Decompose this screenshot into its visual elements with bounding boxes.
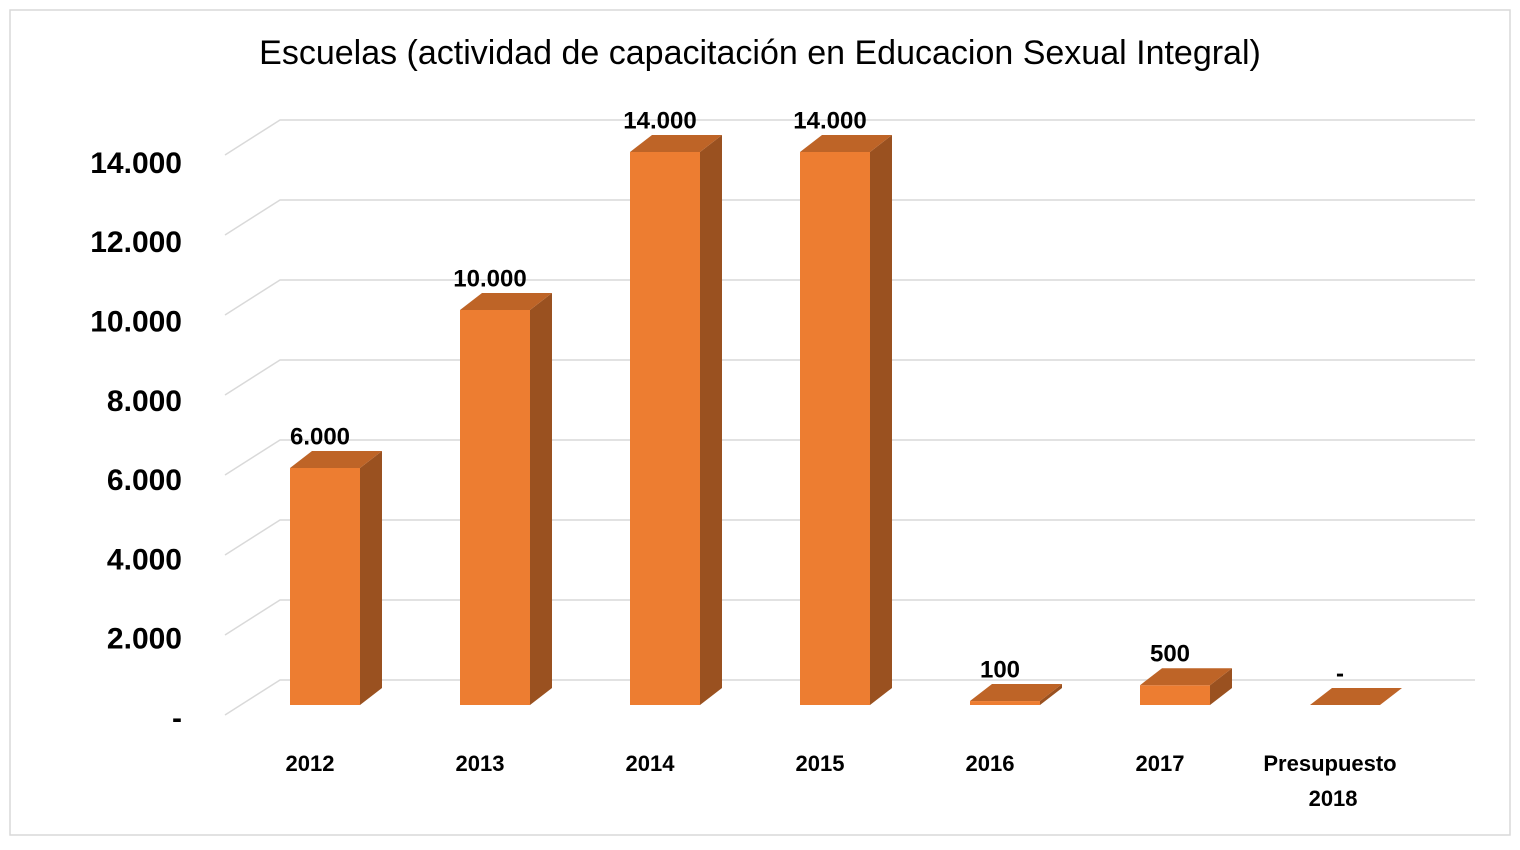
bar-side	[700, 135, 722, 705]
grid-line	[224, 599, 1475, 636]
bar-side	[360, 451, 382, 705]
bar-side	[870, 135, 892, 705]
bar-top	[1140, 668, 1232, 686]
value-label: 14.000	[623, 107, 696, 134]
bar-front	[460, 310, 530, 705]
x-tick-label: 2012	[286, 751, 335, 776]
bar-front	[290, 468, 360, 705]
x-tick-label: 2014	[626, 751, 676, 776]
x-tick-label: 2013	[456, 751, 505, 776]
bar-top	[290, 451, 382, 468]
bar-front	[800, 152, 870, 705]
x-tick-label: 2015	[796, 751, 845, 776]
value-label: 500	[1150, 641, 1190, 668]
bar-side	[1040, 684, 1062, 705]
bar-front	[630, 152, 700, 705]
bar	[630, 135, 722, 705]
bar-front	[970, 701, 1040, 705]
y-tick-label: 2.000	[107, 623, 182, 656]
y-tick-label: 6.000	[107, 464, 182, 497]
y-tick-label: 12.000	[90, 226, 182, 259]
value-label: 100	[980, 656, 1020, 683]
bar-top	[800, 135, 892, 152]
grid-line	[224, 119, 1475, 156]
bar-front	[1140, 685, 1210, 705]
bar	[460, 293, 552, 705]
y-tick-label: 10.000	[90, 305, 182, 338]
x-tick-label: 2016	[966, 751, 1015, 776]
x-tick-label: Presupuesto 2018	[1263, 751, 1396, 811]
grid-line	[224, 679, 1475, 716]
x-tick-label: 2017	[1136, 751, 1185, 776]
chart-border	[9, 9, 1511, 836]
y-tick-label: 8.000	[107, 385, 182, 418]
bar-side	[530, 293, 552, 705]
value-label: -	[1336, 660, 1344, 687]
bar-top	[970, 684, 1062, 702]
bar	[800, 135, 892, 705]
y-tick-label: 4.000	[107, 543, 182, 576]
value-label: 14.000	[793, 107, 866, 134]
grid-line	[224, 199, 1475, 236]
bar-side	[1210, 668, 1232, 705]
grid-line	[224, 359, 1475, 396]
y-tick-label: -	[172, 702, 182, 735]
bar	[970, 684, 1062, 705]
y-tick-label: 14.000	[90, 147, 182, 180]
bar	[1310, 688, 1402, 705]
grid-line	[224, 279, 1475, 316]
value-label: 10.000	[453, 265, 526, 292]
bar-top	[1310, 688, 1402, 705]
value-label: 6.000	[290, 423, 350, 450]
bar-top	[460, 293, 552, 310]
bar	[1140, 668, 1232, 705]
grid-line	[224, 519, 1475, 556]
chart-title: Escuelas (actividad de capacitación en E…	[259, 34, 1261, 72]
bar-top	[630, 135, 722, 152]
bar	[290, 451, 382, 705]
grid-line	[224, 439, 1475, 476]
